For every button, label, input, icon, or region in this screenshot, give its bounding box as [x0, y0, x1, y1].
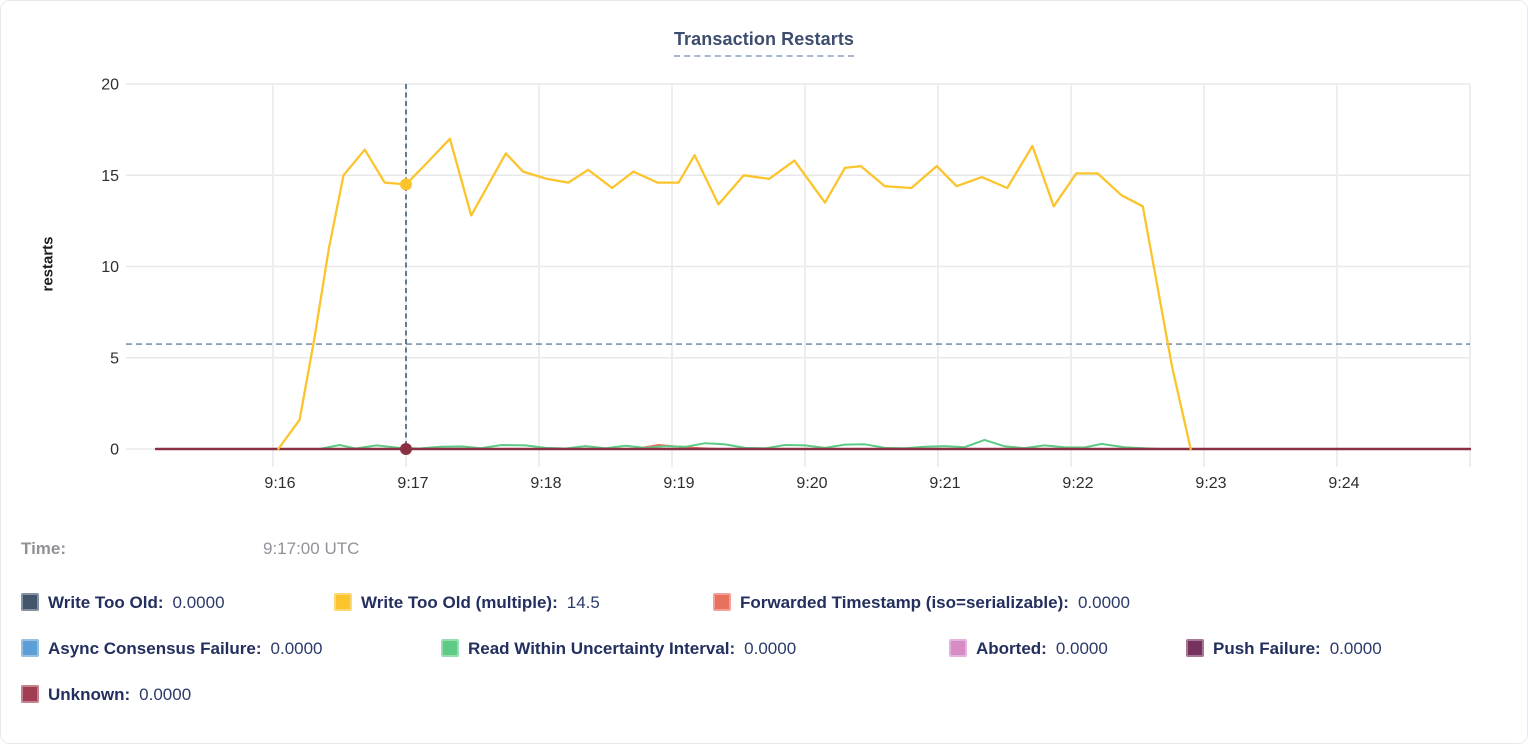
legend-item-write-too-old[interactable]: Write Too Old: 0.0000: [21, 591, 225, 615]
legend-swatch-forwarded-timestamp-iso-serializable: [713, 593, 731, 611]
legend-value: 0.0000: [1055, 639, 1108, 658]
legend-item-write-too-old-multiple[interactable]: Write Too Old (multiple): 14.5: [334, 591, 600, 615]
legend-label: Write Too Old:: [48, 593, 164, 612]
legend-swatch-read-within-uncertainty-interval: [441, 639, 459, 657]
legend-label: Aborted:: [976, 639, 1047, 658]
legend-swatch-push-failure: [1186, 639, 1204, 657]
legend-swatch-unknown: [21, 685, 39, 703]
legend-value: 14.5: [566, 593, 600, 612]
legend-item-forwarded-timestamp-iso-serializable[interactable]: Forwarded Timestamp (iso=serializable): 0…: [713, 591, 1130, 615]
legend-label: Read Within Uncertainty Interval:: [468, 639, 736, 658]
legend-swatch-write-too-old-multiple: [334, 593, 352, 611]
legend-value: 0.0000: [172, 593, 225, 612]
chart-title-row: Transaction Restarts: [1, 29, 1527, 57]
legend-swatch-write-too-old: [21, 593, 39, 611]
legend-item-async-consensus-failure[interactable]: Async Consensus Failure: 0.0000: [21, 637, 323, 661]
time-value: 9:17:00 UTC: [263, 539, 360, 558]
chart-title[interactable]: Transaction Restarts: [673, 29, 855, 57]
legend-item-aborted[interactable]: Aborted: 0.0000: [949, 637, 1108, 661]
time-label: Time:: [21, 539, 67, 558]
legend-label: Push Failure:: [1213, 639, 1321, 658]
legend-value: 0.0000: [1077, 593, 1130, 612]
legend-value: 0.0000: [139, 685, 192, 704]
legend-swatch-aborted: [949, 639, 967, 657]
legend-label: Unknown:: [48, 685, 131, 704]
legend-item-unknown[interactable]: Unknown: 0.0000: [21, 683, 191, 707]
legend-item-push-failure[interactable]: Push Failure: 0.0000: [1186, 637, 1382, 661]
legend-value: 0.0000: [744, 639, 797, 658]
legend-label: Forwarded Timestamp (iso=serializable):: [740, 593, 1069, 612]
legend-item-read-within-uncertainty-interval[interactable]: Read Within Uncertainty Interval: 0.0000: [441, 637, 796, 661]
legend-swatch-async-consensus-failure: [21, 639, 39, 657]
legend-label: Write Too Old (multiple):: [361, 593, 558, 612]
legend-value: 0.0000: [1329, 639, 1382, 658]
legend-value: 0.0000: [270, 639, 323, 658]
legend-label: Async Consensus Failure:: [48, 639, 262, 658]
